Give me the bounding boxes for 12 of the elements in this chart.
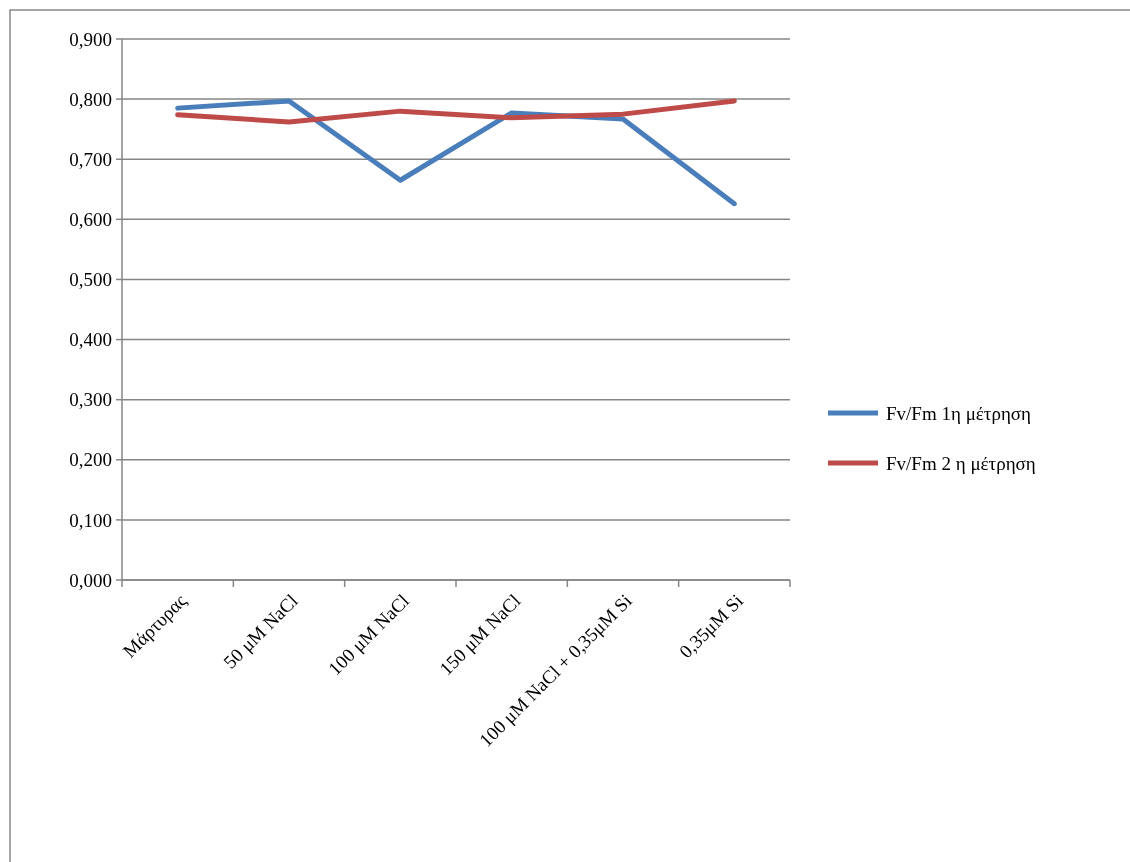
y-tick-label: 0,200	[69, 449, 112, 471]
y-tick-label: 0,000	[69, 569, 112, 591]
legend-label: Fv/Fm 1η μέτρηση	[886, 402, 1032, 424]
y-tick-label: 0,600	[69, 208, 112, 230]
y-tick-label: 0,100	[69, 509, 112, 531]
y-tick-label: 0,400	[69, 329, 112, 351]
y-tick-label: 0,700	[69, 148, 112, 170]
y-tick-label: 0,800	[69, 88, 112, 110]
y-tick-label: 0,900	[69, 28, 112, 50]
y-tick-label: 0,500	[69, 269, 112, 291]
y-tick-label: 0,300	[69, 389, 112, 411]
legend-label: Fv/Fm 2 η μέτρηση	[886, 452, 1036, 474]
